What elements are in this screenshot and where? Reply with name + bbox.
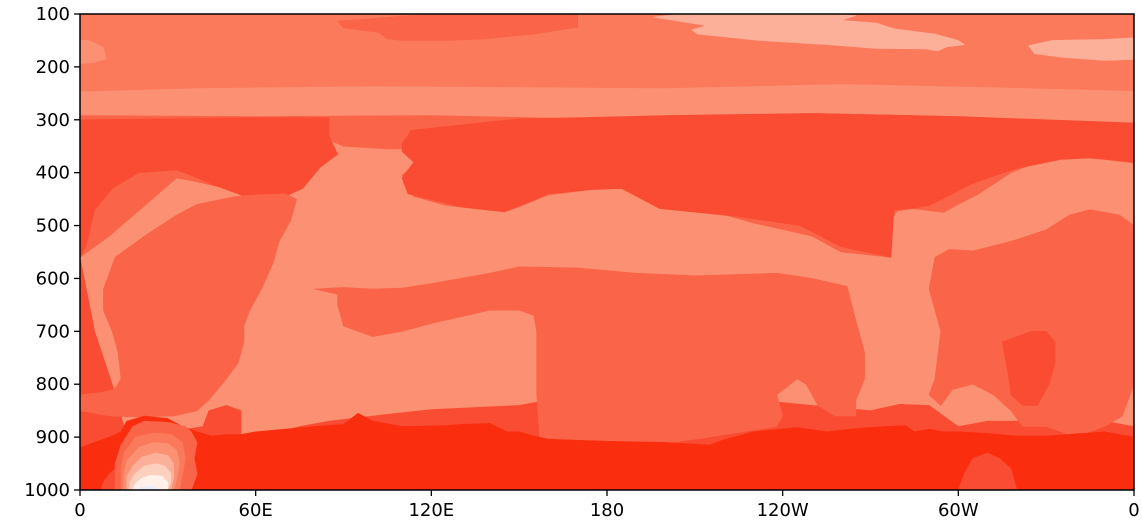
contour-region-level-7 [80,117,338,258]
y-tick-label: 500 [36,216,70,237]
contour-region-level-7 [957,452,1018,490]
x-tick-label: 120E [408,500,454,521]
contour-region-level-5 [80,14,1134,92]
contour-region-level-6 [928,209,1134,438]
y-tick-label: 100 [36,4,70,25]
y-tick-label: 1000 [24,480,70,501]
y-tick-label: 900 [36,427,70,448]
y-axis: 100 200 300 400 500 600 700 800 900 1000 [24,4,80,501]
contour-region-level-1 [132,474,169,490]
y-tick-label: 400 [36,163,70,184]
contour-region-level-3 [653,14,965,52]
y-tick-label: 600 [36,268,70,289]
x-tick-label: 0 [1128,500,1139,521]
contour-region-level-6 [80,193,298,418]
contour-region-level-0 [135,485,160,490]
x-tick-label: 180 [590,500,624,521]
y-tick-label: 200 [36,57,70,78]
y-tick-label: 700 [36,321,70,342]
x-tick-label: 0 [74,500,85,521]
y-tick-label: 800 [36,374,70,395]
x-tick-label: 120W [757,500,809,521]
x-tick-label: 60W [938,500,979,521]
y-tick-label: 300 [36,110,70,131]
x-tick-label: 60E [239,500,273,521]
x-axis: 0 60E 120E 180 120W 60W 0 [74,490,1140,521]
contour-region-level-3 [1028,37,1134,61]
contour-region-level-6 [337,14,579,41]
contour-region-level-8 [80,412,1134,490]
contour-region-level-7 [1001,330,1056,406]
contour-region-level-4 [80,40,107,65]
contour-regions [80,14,1134,490]
contour-region-level-6 [313,266,865,446]
contour-region-level-7 [401,113,1134,258]
